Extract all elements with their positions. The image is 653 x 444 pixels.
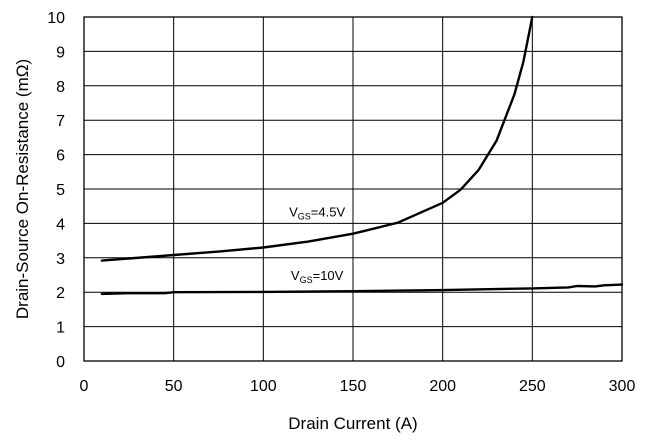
x-tick-label: 50 (165, 378, 183, 395)
x-tick-label: 100 (250, 378, 277, 395)
x-tick-label: 200 (429, 378, 456, 395)
x-tick-label: 150 (340, 378, 367, 395)
series-lines (100, 15, 624, 296)
annotation-subscript: GS (300, 275, 313, 285)
x-tick-label: 300 (609, 378, 636, 395)
y-tick-label: 5 (56, 182, 65, 199)
y-tick-label: 3 (56, 251, 65, 268)
y-tick-label: 2 (56, 285, 65, 302)
x-axis-title: Drain Current (A) (288, 414, 417, 433)
y-tick-label: 9 (56, 44, 65, 61)
y-axis-title: Drain-Source On-Resistance (mΩ) (13, 59, 32, 319)
annotation-value: =10V (313, 268, 344, 283)
grid (83, 16, 623, 362)
annotation-symbol: V (291, 268, 300, 283)
y-tick-label: 6 (56, 148, 65, 165)
annotation-subscript: GS (298, 212, 311, 222)
y-tick-label: 1 (56, 320, 65, 337)
y-tick-label: 10 (47, 10, 65, 27)
y-tick-label: 7 (56, 113, 65, 130)
annotation-value: =4.5V (311, 205, 346, 220)
x-tick-label: 250 (519, 378, 546, 395)
series-line-1 (100, 283, 624, 296)
series-annotation-1: VGS=10V (291, 268, 344, 285)
x-tick-label: 0 (80, 378, 89, 395)
series-line-0 (100, 15, 534, 262)
series-annotation-0: VGS=4.5V (289, 205, 345, 222)
tick-labels: 0 50 100 150 200 250 300 0 1 2 3 4 5 6 7 8 9 10 (47, 10, 635, 395)
y-tick-label: 8 (56, 79, 65, 96)
y-tick-label: 4 (56, 216, 65, 233)
plot-frame (83, 16, 623, 362)
annotation-symbol: V (289, 205, 298, 220)
y-tick-label: 0 (56, 354, 65, 371)
